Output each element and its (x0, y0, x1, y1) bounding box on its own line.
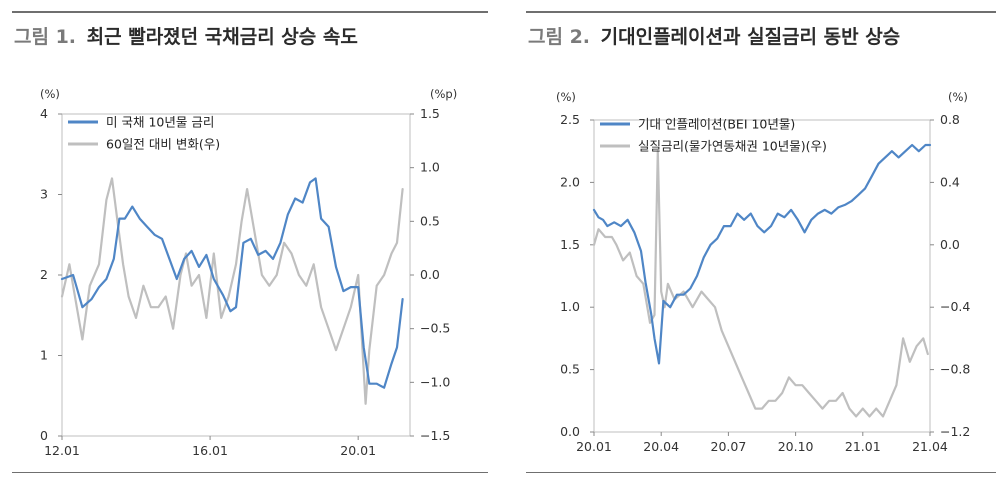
fig1-x-tick-label: 20.01 (340, 443, 376, 458)
fig1-legend-label-0: 미 국채 10년물 금리 (106, 115, 214, 130)
figure-1-title-text: 최근 빨라졌던 국채금리 상승 속도 (86, 26, 358, 48)
fig1-right-tick-label: 0.5 (420, 213, 440, 228)
fig1-series-line-0 (60, 177, 404, 389)
fig1-right-tick-label: −0.5 (420, 321, 450, 336)
fig1-left-tick-label: 4 (40, 106, 48, 121)
fig2-x-tick-label: 20.04 (643, 439, 679, 454)
fig1-right-tick-label: 0.0 (420, 267, 440, 282)
fig2-right-tick-label: 0.8 (940, 112, 960, 127)
top-rule (12, 11, 488, 13)
fig1-left-tick-label: 3 (40, 187, 48, 202)
fig2-left-tick-label: 0.0 (560, 424, 580, 439)
fig1-right-tick-label: −1.5 (420, 428, 450, 443)
figure-1-number: 그림 1. (14, 26, 77, 48)
fig2-left-tick-label: 2.5 (560, 112, 580, 127)
fig2-left-tick-label: 2.0 (560, 174, 580, 189)
fig2-x-tick-label: 21.04 (912, 439, 948, 454)
figure-2-panel: 그림 2. 기대인플레이션과 실질금리 동반 상승 (520, 0, 1000, 482)
fig2-chart: 0.0 0.5 1.0 1.5 2.0 2.5 −1.2 −0.8 −0.4 0.0 0.4 0.8 2… (556, 90, 970, 454)
fig2-legend-label-0: 기대 인플레이션(BEI 10년물) (638, 117, 795, 132)
fig2-legend-label-1: 실질금리(물가연동채권 10년물)(우) (638, 139, 827, 154)
figure-2-title: 그림 2. 기대인플레이션과 실질금리 동반 상승 (528, 22, 900, 49)
figure-1-panel: 그림 1. 최근 빨라졌던 국채금리 상승 속도 (12, 11, 488, 473)
fig2-x-tick-label: 20.01 (576, 439, 612, 454)
fig2-series-line-0 (592, 143, 932, 365)
fig2-x-tick-label: 20.10 (778, 439, 814, 454)
fig1-x-tick-label: 12.01 (44, 443, 80, 458)
fig2-x-tick-label: 21.01 (845, 439, 881, 454)
fig2-x-tick-label: 20.07 (711, 439, 747, 454)
fig1-right-tick-label: −1.0 (420, 374, 450, 389)
fig2-right-tick-label: −1.2 (940, 424, 970, 439)
fig1-left-tick-label: 1 (40, 348, 48, 363)
fig2-right-unit-label: (%) (948, 90, 968, 104)
fig1-left-tick-label: 2 (40, 267, 48, 282)
fig2-left-tick-label: 1.5 (560, 237, 580, 252)
fig1-left-tick-label: 0 (40, 428, 48, 443)
fig2-series-line-1 (592, 150, 929, 418)
bottom-rule (12, 472, 488, 473)
figure-1-title: 그림 1. 최근 빨라졌던 국채금리 상승 속도 (14, 22, 358, 49)
fig2-left-unit-label: (%) (556, 90, 576, 104)
fig1-right-unit-label: (%p) (430, 87, 457, 101)
fig2-left-tick-label: 0.5 (560, 362, 580, 377)
fig2-right-tick-label: −0.8 (940, 362, 970, 377)
fig2-left-tick-label: 1.0 (560, 299, 580, 314)
fig1-right-tick-label: 1.0 (420, 160, 440, 175)
fig1-chart: 0 1 2 3 4 −1.5 −1.0 −0.5 0.0 0.5 1.0 1.5 12.01 16.01 2… (40, 87, 457, 458)
fig1-x-tick-label: 16.01 (192, 443, 228, 458)
fig1-right-tick-label: 1.5 (420, 106, 440, 121)
fig1-legend-label-1: 60일전 대비 변화(우) (106, 137, 220, 152)
fig2-plot-frame (593, 119, 931, 433)
bottom-rule (526, 472, 996, 473)
fig2-right-tick-label: 0.0 (940, 237, 960, 252)
fig1-left-unit-label: (%) (40, 87, 60, 101)
figure-2-number: 그림 2. (528, 26, 591, 48)
top-rule (526, 11, 996, 13)
fig2-right-tick-label: 0.4 (940, 174, 960, 189)
figure-2-title-text: 기대인플레이션과 실질금리 동반 상승 (600, 26, 901, 48)
fig2-right-tick-label: −0.4 (940, 299, 970, 314)
fig1-series-line-1 (60, 177, 404, 405)
